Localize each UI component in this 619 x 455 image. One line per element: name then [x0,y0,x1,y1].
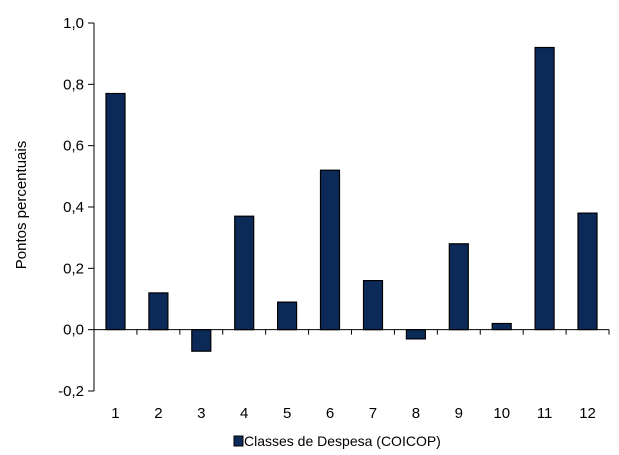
bar-5 [277,301,298,331]
bar-6 [319,169,341,331]
bar-2 [148,292,169,331]
x-tick-label: 3 [197,405,205,422]
bar-1 [105,92,126,331]
legend: Classes de Despesa (COICOP) [233,433,441,449]
x-tick-label: 8 [412,405,420,422]
x-tick-label: 12 [579,405,596,422]
bar-9 [448,243,469,331]
y-tick-label: -0,2 [58,383,84,400]
bar-4 [234,215,255,331]
x-tick-label: 2 [154,405,162,422]
bar-8 [405,329,426,340]
bar-3 [191,329,212,352]
x-tick-label: 1 [111,405,119,422]
x-tick-label: 4 [240,405,248,422]
x-tick-label: 11 [537,405,553,422]
y-tick-label: 0,8 [63,76,84,93]
bar-11 [534,46,555,331]
ticks-group: -0,20,00,20,40,60,81,01 2 3 4 5 6 7 8 9 10 11 12 [58,15,610,422]
y-axis-label: Pontos percentuais [13,141,30,269]
x-tick-label: 5 [283,405,291,422]
x-tick-label: 7 [369,405,377,422]
bar-10 [491,322,512,331]
bar-7 [362,280,384,331]
y-tick-label: 0,4 [63,199,84,216]
y-tick-label: 0,2 [63,260,84,277]
legend-swatch [233,435,244,447]
bar-12 [577,212,598,331]
legend-label: Classes de Despesa (COICOP) [244,433,441,449]
y-tick-label: 0,0 [63,322,84,339]
y-tick-label: 0,6 [63,138,84,155]
axes-group [93,23,609,391]
x-tick-label: 6 [326,405,334,422]
x-tick-label: 9 [455,405,463,422]
bars-group [105,46,598,352]
x-tick-label: 10 [493,405,510,422]
y-tick-label: 1,0 [63,15,84,32]
